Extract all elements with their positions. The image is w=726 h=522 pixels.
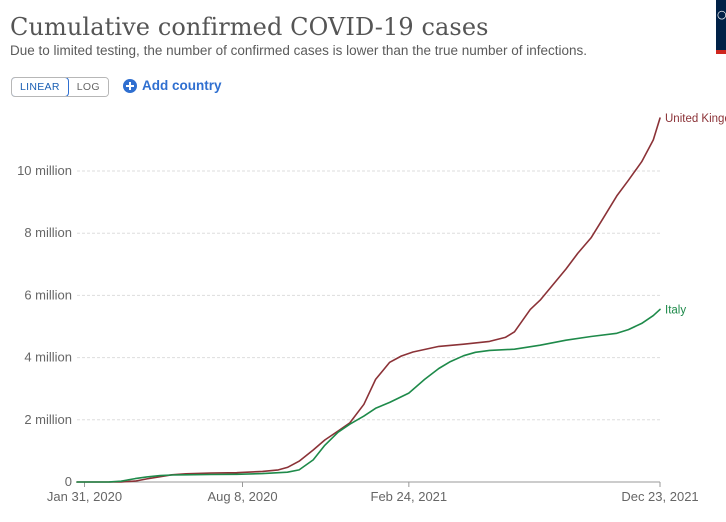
y-tick-label: 0 [65, 474, 72, 489]
scale-toggle: LINEAR LOG [11, 77, 109, 97]
series-line-italy [76, 308, 661, 483]
add-country-label: Add country [142, 78, 222, 93]
series-line-united-kingdom [76, 117, 661, 483]
series-label-italy: Italy [665, 304, 686, 316]
plus-circle-icon [123, 78, 137, 93]
series-lines [76, 117, 661, 483]
x-tick-label: Jan 31, 2020 [47, 489, 122, 504]
x-tick-label: Dec 23, 2021 [621, 489, 698, 504]
chart-subtitle: Due to limited testing, the number of co… [10, 43, 588, 58]
logo-accent-bar [716, 50, 726, 54]
x-tick-label: Feb 24, 2021 [371, 489, 448, 504]
chart-title: Cumulative confirmed COVID-19 cases [10, 13, 489, 41]
logo-icon: ○ [717, 8, 726, 21]
gridlines [77, 170, 660, 421]
y-tick-label: 4 million [24, 350, 72, 365]
x-tick-label: Aug 8, 2020 [207, 489, 277, 504]
series-label-united-kingdom: United Kingdom [665, 113, 726, 125]
linear-scale-button[interactable]: LINEAR [11, 78, 69, 96]
y-tick-label: 10 million [17, 163, 72, 178]
y-tick-label: 6 million [24, 287, 72, 302]
series-labels: United Kingdom Italy [665, 113, 726, 316]
axes: 0 2 million 4 million 6 million 8 million 10 … [17, 163, 699, 504]
y-tick-label: 2 million [24, 412, 72, 427]
log-scale-button[interactable]: LOG [68, 78, 108, 96]
y-tick-label: 8 million [24, 225, 72, 240]
owid-logo[interactable]: ○ [716, 0, 726, 54]
add-country-button[interactable]: Add country [123, 78, 222, 93]
